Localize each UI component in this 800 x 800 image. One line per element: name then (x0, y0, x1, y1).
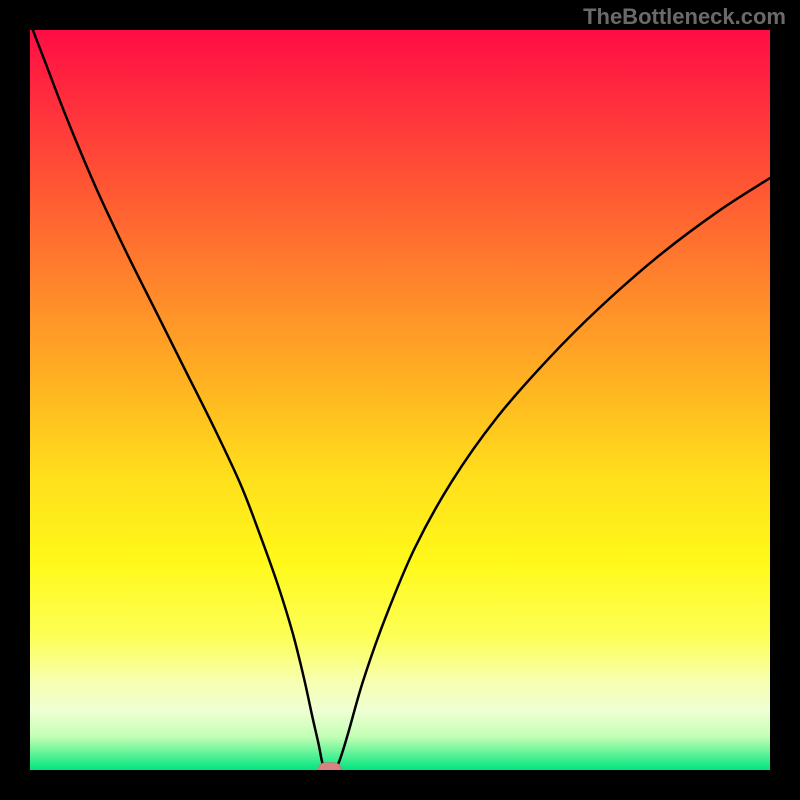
bottleneck-chart (0, 0, 800, 800)
chart-container: TheBottleneck.com (0, 0, 800, 800)
watermark-text: TheBottleneck.com (583, 4, 786, 30)
chart-background-gradient (30, 30, 770, 770)
